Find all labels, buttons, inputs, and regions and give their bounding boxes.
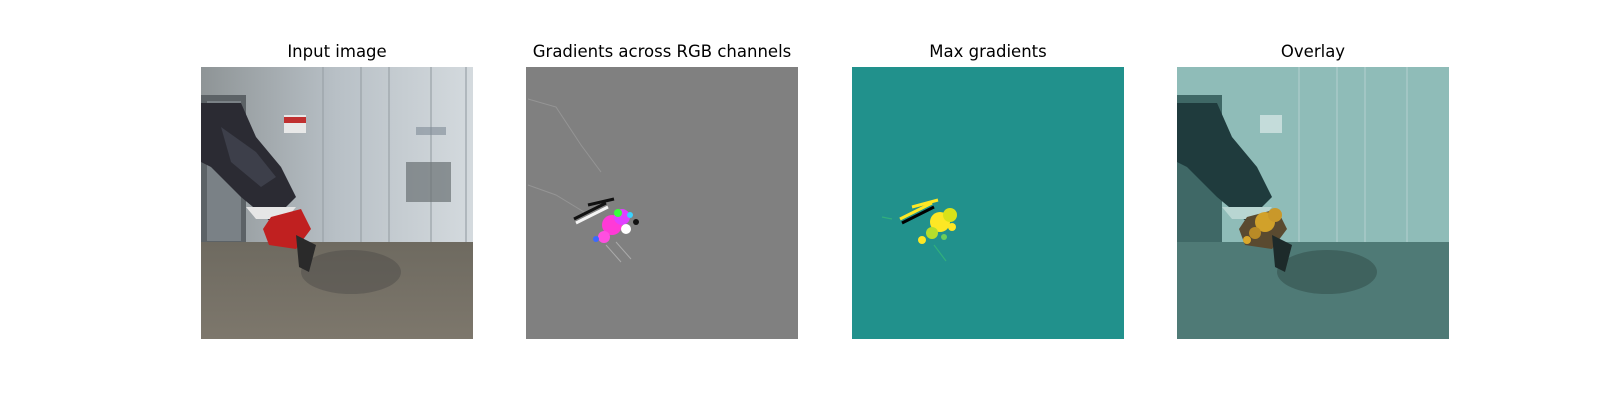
- panel-max-gradients: Max gradients: [852, 0, 1124, 400]
- panel-title: Gradients across RGB channels: [532, 42, 792, 61]
- panel-title: Max gradients: [929, 42, 1047, 61]
- overlay-image: [1177, 67, 1449, 339]
- panel-rgb-gradients: Gradients across RGB channels: [526, 0, 798, 400]
- panel-overlay: Overlay: [1177, 0, 1449, 400]
- panel-title: Overlay: [1280, 42, 1346, 61]
- rgb-gradient-image: [526, 67, 798, 339]
- input-image: [201, 67, 473, 339]
- max-gradient-image: [852, 67, 1124, 339]
- panel-title: Input image: [287, 42, 387, 61]
- panel-input-image: Input image: [201, 0, 473, 400]
